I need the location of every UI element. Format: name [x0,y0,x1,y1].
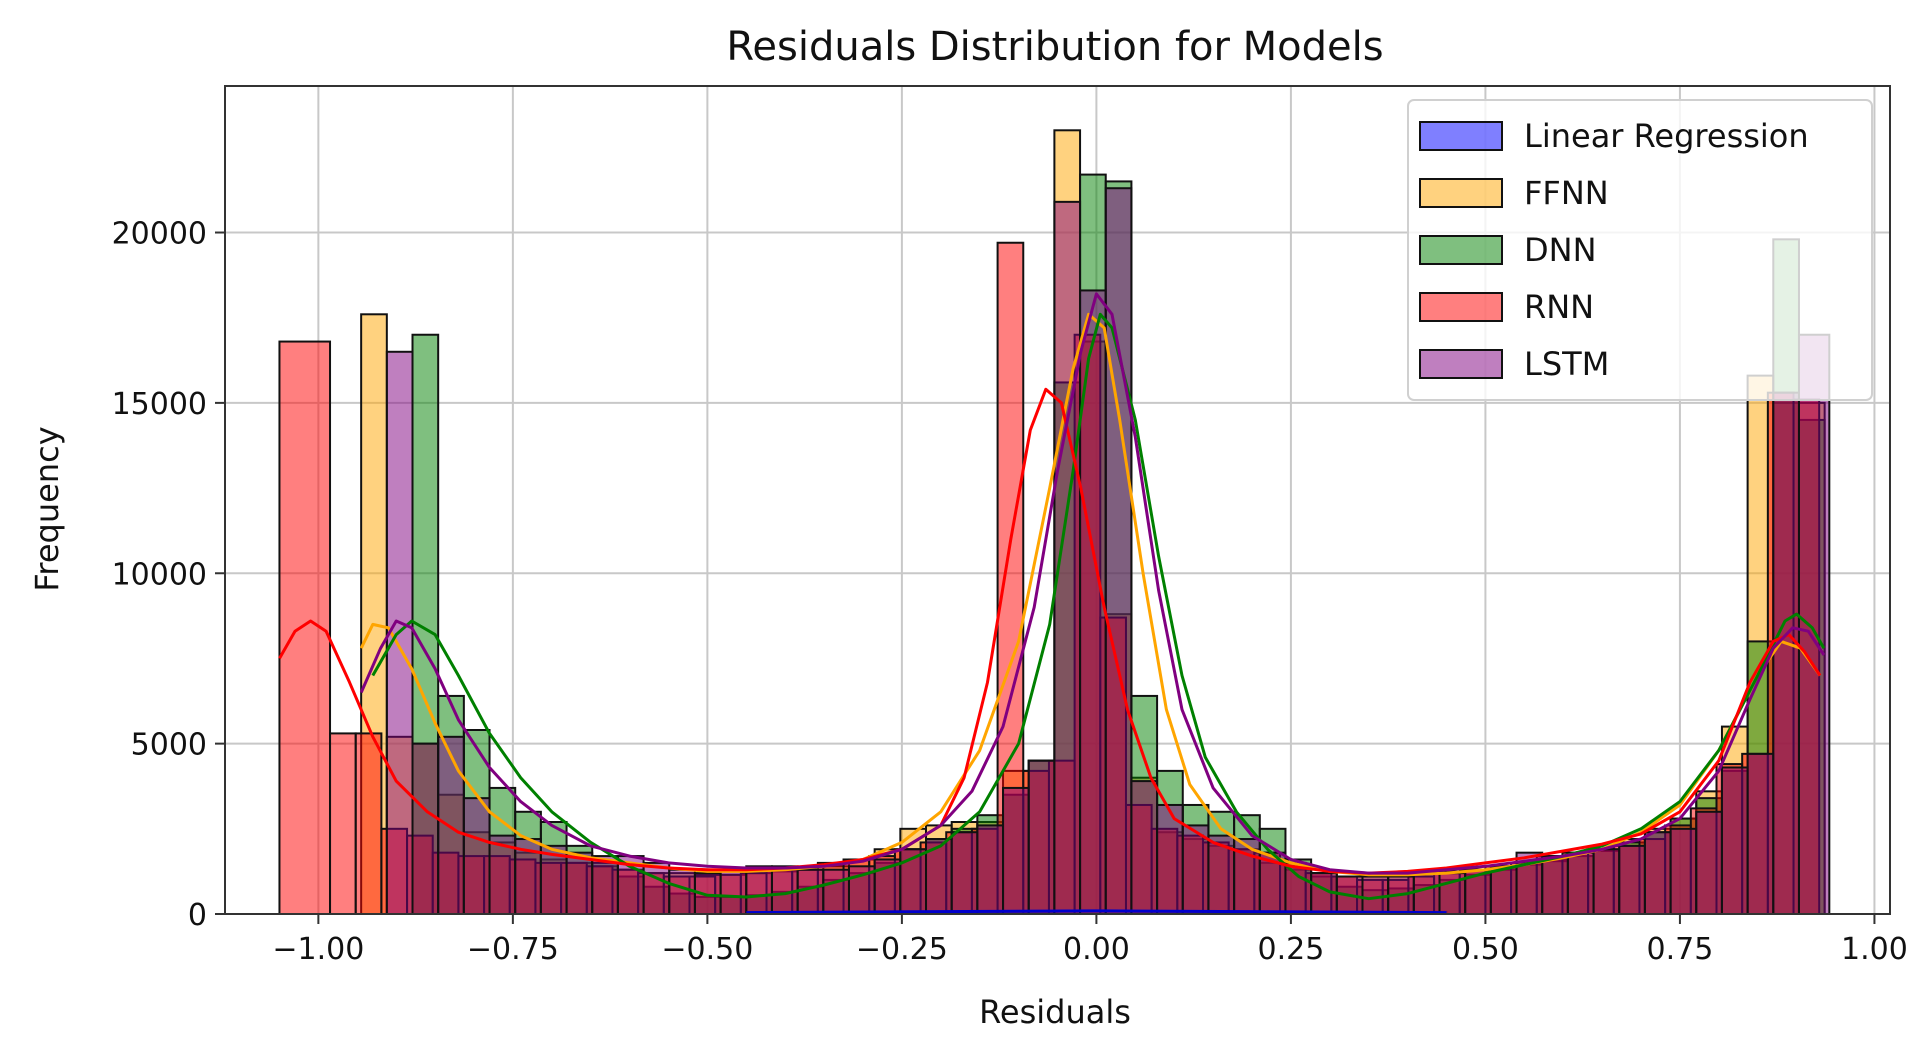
histogram-bar [354,732,383,915]
x-tick-label: −0.25 [856,932,948,967]
histogram-bar [1002,786,1030,915]
x-tick-label: −0.50 [661,932,753,967]
kde-curve-rnn [278,387,1822,875]
legend-swatch [1419,235,1503,265]
histogram-bar [1797,333,1831,916]
histogram-bar [950,831,979,916]
x-axis-label: Residuals [979,993,1131,1031]
legend-label: FFNN [1524,174,1609,212]
histogram-bar [1053,200,1082,915]
histogram-bar [1592,848,1621,916]
histogram-bar [411,742,440,916]
histogram-bar [1541,855,1569,916]
kde-curves [278,292,1826,915]
histogram-bar [565,851,594,916]
legend-item: RNN [1419,288,1594,326]
histogram-bar [1284,865,1313,916]
x-tick-label: 0.25 [1258,932,1325,967]
histogram-bar [462,797,491,915]
histogram-bar [976,824,1005,915]
y-tick-label: 0 [188,898,207,933]
x-tick-label: 1.00 [1841,932,1908,967]
legend-item: FFNN [1419,174,1609,212]
y-axis-label: Frequency [28,426,66,591]
legend-swatch [1419,292,1503,322]
histogram-bar [1669,827,1698,916]
histogram-bar [591,855,619,916]
histogram-bar [796,868,825,915]
legend-label: LSTM [1524,345,1609,383]
histogram-bar [1566,851,1595,916]
y-tick-label: 15000 [112,387,207,422]
histogram-bar [1412,872,1441,915]
legend: Linear Regression FFNN DNN RNN LSTM [1407,99,1873,401]
histogram-bar [1695,810,1723,915]
legend-label: DNN [1524,231,1597,269]
legend-box [1407,99,1873,401]
x-tick-label: 0.50 [1452,932,1519,967]
y-tick-label: 10000 [112,557,207,592]
histogram-bar [437,735,465,915]
histogram-bar [1489,865,1518,916]
x-tick-label: 0.00 [1063,932,1130,967]
histogram-bar [1772,391,1800,915]
histogram-bar [1746,752,1775,916]
histogram-bar [1618,844,1646,916]
axes-frame [224,85,1891,915]
x-tick-label: −0.75 [467,932,559,967]
kde-curve-linear-regression [746,909,1447,915]
histogram-bar [719,868,748,915]
legend-item: LSTM [1419,345,1609,383]
histogram-bar [1720,766,1749,916]
y-tick-label: 5000 [131,728,207,763]
chart-title: Residuals Distribution for Models [726,24,1383,70]
series-bars-lstm [385,187,1831,916]
legend-label: RNN [1524,288,1594,326]
histogram-bar [770,865,799,916]
legend-label: Linear Regression [1524,117,1809,155]
x-tick-label: −1.00 [272,932,364,967]
legend-swatch [1419,349,1503,379]
histogram-bar [488,834,517,916]
y-tick-label: 20000 [112,217,207,252]
histogram-bar [642,861,671,916]
histogram-bar [1027,759,1056,916]
legend-swatch [1419,121,1503,151]
legend-item: Linear Regression [1419,117,1809,155]
x-tick-label: 0.75 [1647,932,1714,967]
histogram-bar [1104,187,1133,915]
kde-curve-lstm [359,292,1826,875]
axis-ticks: −1.00 −0.75 −0.50 −0.25 0.00 0.25 0.50 0.75 1.00… [112,217,1908,967]
legend-swatch [1419,178,1503,208]
histogram-bar [745,865,773,916]
histogram-bar [1130,780,1159,915]
histogram-bar [329,732,357,915]
histogram-bar [822,868,850,915]
histogram-bar [1156,803,1184,915]
histogram-bar [1643,831,1672,916]
legend-item: DNN [1419,231,1597,269]
histogram-bar [668,868,696,915]
